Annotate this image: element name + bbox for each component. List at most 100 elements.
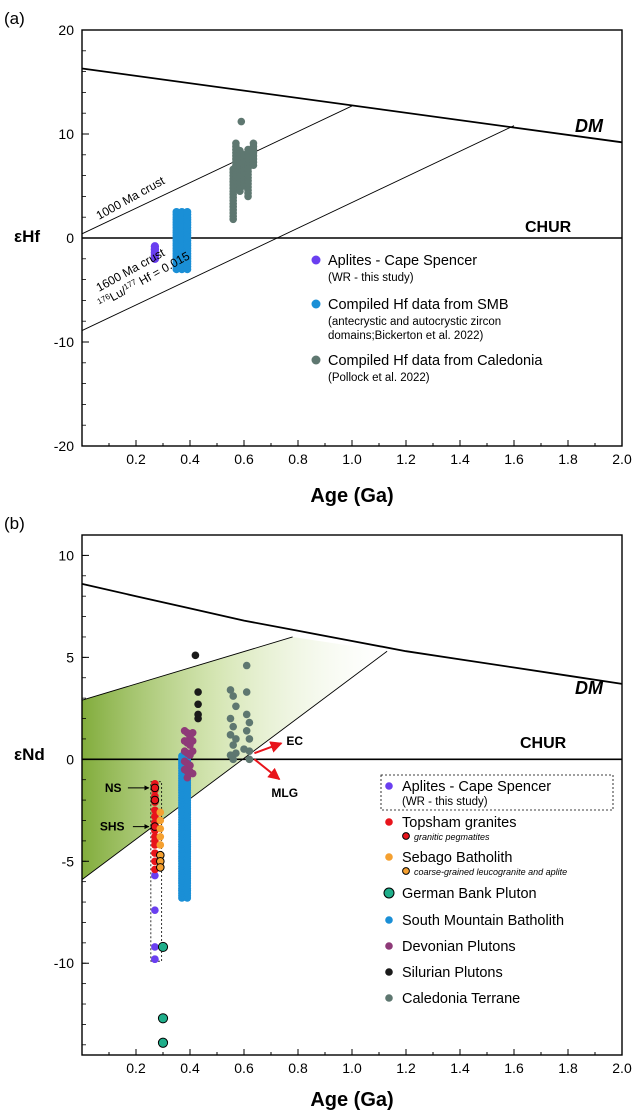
- b-point-5: [157, 1013, 169, 1024]
- a-point-2: [232, 139, 240, 148]
- a-point-2: [249, 139, 258, 148]
- a-xtick-label: 0.4: [180, 451, 200, 467]
- a-xtick-label: 1.4: [450, 451, 470, 467]
- a-legend-label: Compiled Hf data from SMB: [328, 297, 509, 313]
- a-legend-label: Compiled Hf data from Caledonia: [328, 353, 543, 369]
- b-legend-label: Devonian Plutons: [402, 939, 516, 955]
- panel-b-label: (b): [4, 514, 25, 533]
- a-point-1: [183, 208, 192, 216]
- a-dm-line: [81, 67, 623, 144]
- b-legend-marker: [383, 887, 395, 899]
- b-legend-label: Topsham granites: [402, 815, 516, 831]
- b-point-1: [151, 837, 159, 845]
- b-point-0: [151, 871, 159, 880]
- b-legend-label: Sebago Batholith: [402, 850, 512, 866]
- a-ytick-label: -10: [54, 334, 74, 350]
- a-crust-1000-line: [81, 105, 353, 235]
- b-dm-curve: [81, 583, 623, 685]
- b-point-7: [188, 769, 197, 778]
- a-xtick-label: 2.0: [612, 451, 632, 467]
- b-point-8: [194, 714, 202, 723]
- panel-b-xlabel: Age (Ga): [310, 1089, 393, 1111]
- b-legend-marker: [385, 853, 393, 861]
- a-legend-sublabel: (Pollock et al. 2022): [328, 372, 430, 384]
- b-point-7: [186, 761, 194, 770]
- a-legend-sublabel: (antecrystic and autocrystic zircon: [328, 316, 501, 328]
- b-point-9: [229, 755, 237, 764]
- panel-b-dm-label: DM: [575, 678, 604, 698]
- b-ytick-label: -10: [54, 955, 74, 971]
- a-crust-1600-line: [81, 125, 515, 331]
- a-xtick-label: 1.6: [504, 451, 524, 467]
- b-legend-submarker: [402, 867, 410, 875]
- b-xtick-label: 1.6: [504, 1060, 524, 1076]
- b-point-0: [151, 906, 159, 915]
- panel-a-dm-label: DM: [575, 116, 604, 136]
- panel-b-ylabel: εNd: [14, 745, 45, 764]
- b-point-9: [226, 731, 235, 739]
- b-point-9: [232, 749, 240, 757]
- b-annotation-ec-arrow: [254, 741, 283, 755]
- b-annotation-mlg-arrow: [253, 758, 281, 781]
- b-point-9: [242, 661, 251, 670]
- b-xtick-label: 0.4: [180, 1060, 200, 1076]
- b-legend-sublabel: granitic pegmatites: [414, 832, 490, 842]
- b-point-9: [226, 686, 235, 694]
- panel-a-legend: Aplites - Cape Spencer (WR - this study) C…: [311, 253, 543, 384]
- b-legend-marker: [385, 968, 393, 976]
- b-legend-label: Silurian Plutons: [402, 965, 503, 981]
- b-point-0: [151, 955, 159, 963]
- b-point-7: [188, 737, 197, 745]
- b-legend-label: Caledonia Terrane: [402, 991, 520, 1007]
- b-point-0: [151, 943, 159, 951]
- panel-a-ylabel: εHf: [14, 227, 40, 246]
- b-point-8: [194, 700, 202, 709]
- b-ytick-label: 10: [58, 547, 74, 563]
- b-legend-marker: [385, 818, 393, 826]
- b-point-3: [156, 841, 165, 849]
- a-xtick-label: 1.2: [396, 451, 416, 467]
- b-xtick-label: 0.6: [234, 1060, 254, 1076]
- a-legend-marker: [311, 355, 321, 365]
- b-point-5: [157, 941, 169, 953]
- a-legend-marker: [311, 255, 321, 265]
- b-legend-label: South Mountain Batholith: [402, 913, 564, 929]
- b-legend-label: German Bank Pluton: [402, 886, 537, 902]
- b-point-9: [245, 718, 254, 727]
- b-point-7: [183, 773, 192, 782]
- a-ytick-label: -20: [54, 438, 74, 454]
- b-point-9: [245, 747, 254, 755]
- b-point-7: [188, 747, 197, 755]
- b-legend-marker: [385, 916, 393, 924]
- a-ytick-label: 20: [58, 22, 74, 38]
- panel-b-legend: Aplites - Cape Spencer(WR - this study) T…: [380, 774, 614, 1007]
- b-point-9: [245, 755, 254, 764]
- a-xtick-label: 0.6: [234, 451, 254, 467]
- b-lower-bound: [81, 650, 388, 880]
- a-xtick-label: 1.8: [558, 451, 578, 467]
- b-point-3: [156, 824, 165, 833]
- b-point-9: [229, 692, 237, 700]
- a-xtick-label: 0.2: [126, 451, 146, 467]
- b-annotation-ns: NS: [105, 781, 122, 795]
- b-xtick-label: 1.0: [342, 1060, 362, 1076]
- a-legend-sublabel: domains;Bickerton et al. 2022): [328, 330, 484, 342]
- a-ytick-label: 0: [66, 230, 74, 246]
- b-xtick-label: 0.2: [126, 1060, 146, 1076]
- b-legend-first-box: [380, 774, 614, 811]
- b-xtick-label: 0.8: [288, 1060, 308, 1076]
- panel-a-chur-label: CHUR: [525, 219, 572, 236]
- b-point-5: [157, 1037, 169, 1048]
- b-point-7: [188, 729, 197, 737]
- b-point-8: [194, 688, 202, 696]
- b-point-9: [242, 726, 251, 735]
- b-legend-marker: [385, 942, 393, 950]
- b-point-9: [242, 688, 251, 696]
- panel-b-annotations: NS SHS EC MLG: [100, 734, 304, 833]
- b-xtick-label: 1.8: [558, 1060, 578, 1076]
- a-legend-label: Aplites - Cape Spencer: [328, 253, 477, 269]
- b-xtick-label: 1.4: [450, 1060, 470, 1076]
- b-point-9: [232, 702, 240, 711]
- a-ytick-label: 10: [58, 126, 74, 142]
